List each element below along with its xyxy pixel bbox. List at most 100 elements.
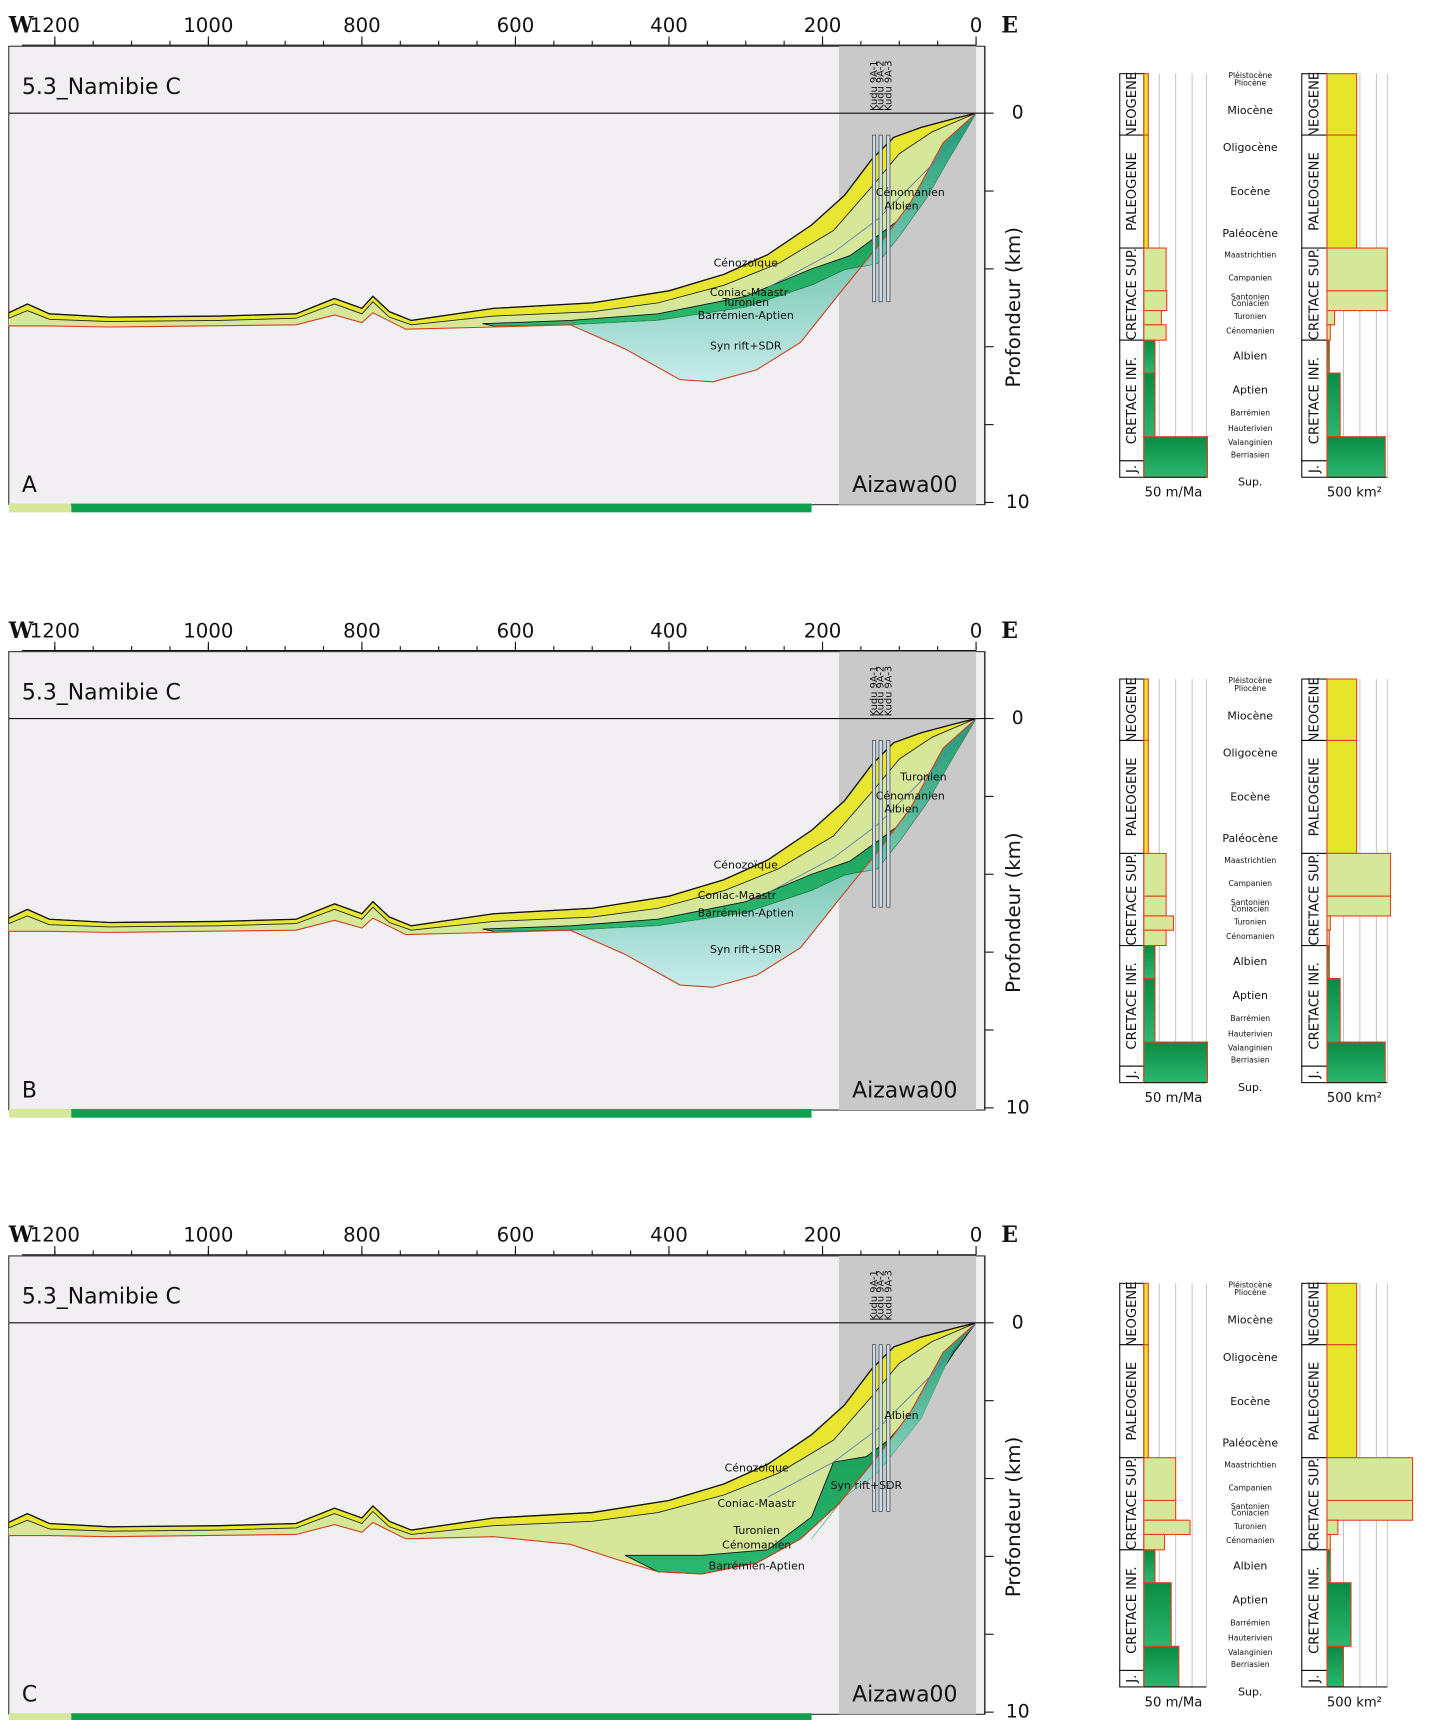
y-tick-label: 10 — [1006, 1702, 1030, 1720]
stage-label: Hauterivien — [1228, 1634, 1273, 1643]
period-box — [1119, 339, 1145, 462]
area-bar — [1326, 1645, 1345, 1688]
rate-bar — [1143, 1344, 1149, 1459]
stage-label: Maastrichtien — [1224, 251, 1276, 260]
period-label: CRETACE SUP. — [1307, 853, 1322, 945]
rate-bar — [1143, 372, 1156, 438]
area-bar — [1326, 339, 1330, 374]
east-label: E — [1001, 13, 1018, 39]
well-label: Kudu 9A-1 — [869, 666, 880, 717]
layer-label: Cénozoïque — [725, 1462, 789, 1475]
area-bar — [1326, 324, 1331, 341]
basement-line — [8, 112, 977, 383]
rate-bar — [1143, 1041, 1209, 1084]
period-label: CRETACE SUP. — [1125, 1458, 1140, 1550]
layer-label: Barrémien-Aptien — [698, 907, 794, 920]
stage-label: Valanginien — [1228, 1044, 1273, 1053]
x-tick-label: 1000 — [183, 619, 233, 642]
period-label: CRETACE INF. — [1307, 962, 1322, 1049]
stage-label: Turonien — [1233, 1522, 1267, 1531]
rate-bar — [1143, 339, 1156, 374]
x-tick-label: 400 — [650, 619, 688, 642]
period-box — [1301, 134, 1328, 249]
layer-label: Albien — [884, 803, 918, 816]
y-tick-label: 10 — [1006, 1097, 1030, 1118]
period-label: PALEOGENE — [1125, 758, 1140, 837]
area-bar — [1326, 915, 1331, 931]
x-tick-label: 0 — [970, 14, 983, 37]
stage-label: Albien — [1233, 955, 1267, 968]
stage-label: Berriasien — [1231, 450, 1270, 459]
y-tick-label: 0 — [1012, 1312, 1024, 1333]
period-label: NEOGENE — [1307, 72, 1322, 137]
unit-label: 50 m/Ma — [1145, 486, 1203, 501]
well — [878, 740, 883, 908]
layer-label: Coniac-Maastr — [718, 1497, 797, 1510]
section-name: Aizawa00 — [852, 1078, 957, 1103]
rate-bar — [1143, 134, 1149, 249]
y-axis-title: Profondeur (km) — [1002, 832, 1025, 992]
period-label: CRETACE SUP. — [1125, 248, 1140, 340]
layer-label: Turonien — [732, 1524, 780, 1537]
stage-label: Campanien — [1228, 1483, 1272, 1492]
area-bar — [1326, 929, 1330, 947]
stage-label: Barrémien — [1230, 409, 1270, 418]
rate-bar — [1143, 247, 1167, 292]
period-box — [1119, 739, 1145, 854]
rate-bar — [1143, 1499, 1177, 1521]
x-tick-label: 1200 — [30, 619, 80, 642]
stage-label: Oligocène — [1223, 747, 1278, 760]
stage-label: Valanginien — [1228, 1648, 1273, 1657]
rate-bar — [1143, 436, 1209, 478]
stage-label: Coniacien — [1231, 1509, 1269, 1518]
scale-bar-dark — [71, 1108, 812, 1118]
east-label: E — [1001, 1222, 1018, 1248]
section-title: 5.3_Namibie C — [22, 1285, 181, 1310]
stage-label: Pliocène — [1234, 684, 1266, 693]
y-axis-title: Profondeur (km) — [1002, 1437, 1025, 1597]
well-label: Kudu 9A-1 — [869, 60, 880, 110]
layer-label: Albien — [884, 199, 918, 212]
scale-bar-light — [8, 1713, 72, 1720]
stage-label: Sup. — [1238, 476, 1262, 489]
period-box — [1119, 1344, 1145, 1459]
stage-label: Barrémien — [1230, 1014, 1270, 1023]
rate-bar — [1143, 1645, 1180, 1688]
y-axis-title: Profondeur (km) — [1002, 227, 1025, 387]
area-bar — [1326, 1457, 1414, 1502]
area-bar — [1326, 1041, 1386, 1084]
period-label: NEOGENE — [1125, 72, 1140, 137]
period-box — [1301, 1549, 1328, 1672]
stage-label: Pliocène — [1234, 79, 1266, 88]
area-bar — [1326, 310, 1336, 326]
period-box — [1119, 852, 1145, 947]
x-tick-label: 400 — [650, 1224, 688, 1247]
well-label: Kudu 9A-1 — [869, 1270, 880, 1321]
rate-bar — [1143, 739, 1149, 854]
west-label: W — [8, 13, 34, 39]
stage-label: Paléocène — [1222, 832, 1278, 845]
rate-bar — [1143, 895, 1167, 917]
layer-cretaceous — [8, 1322, 977, 1574]
area-bar — [1326, 290, 1388, 312]
x-tick-label: 600 — [497, 14, 535, 37]
y-tick-label: 0 — [1012, 708, 1024, 729]
stage-label: Hauterivien — [1228, 1029, 1273, 1038]
period-label: J. — [1125, 1675, 1140, 1684]
well-label: Kudu 9A-2 — [876, 60, 887, 110]
period-label: CRETACE SUP. — [1307, 248, 1322, 340]
west-label: W — [8, 1222, 34, 1248]
period-label: CRETACE INF. — [1307, 1566, 1322, 1653]
x-tick-label: 600 — [497, 1224, 535, 1247]
layer-label: Cénozoïque — [714, 858, 778, 871]
rate-bar — [1143, 1457, 1177, 1502]
period-label: J. — [1307, 1675, 1322, 1684]
stage-label: Miocène — [1227, 1314, 1273, 1327]
stage-label: Aptien — [1233, 1593, 1269, 1606]
area-bar — [1326, 678, 1358, 742]
rate-bar — [1143, 929, 1167, 947]
unit-label: 500 km² — [1327, 1695, 1382, 1710]
